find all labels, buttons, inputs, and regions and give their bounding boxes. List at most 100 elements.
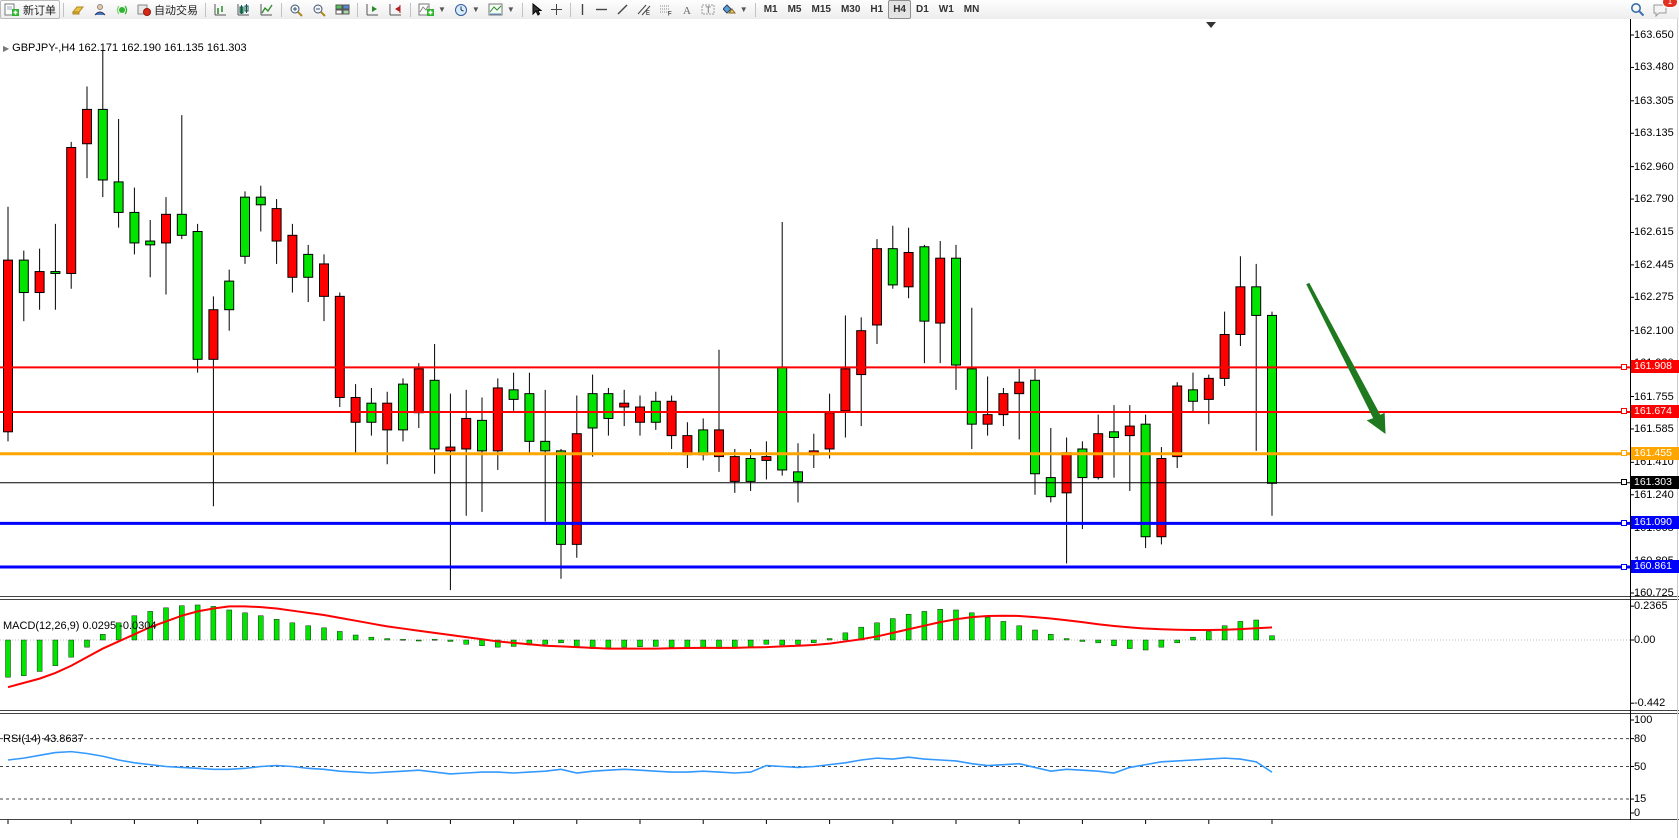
chevron-down-icon[interactable]: ▼ xyxy=(438,5,446,14)
periods-button[interactable]: ▼ xyxy=(450,0,484,19)
zoom-in-button[interactable] xyxy=(285,0,308,19)
macd-histogram-bar xyxy=(21,639,27,676)
candle-body xyxy=(1251,286,1262,316)
macd-histogram-bar xyxy=(400,639,406,641)
candle-body xyxy=(413,368,424,414)
market-watch-button[interactable] xyxy=(67,0,89,19)
chevron-down-icon[interactable]: ▼ xyxy=(739,5,748,14)
chart-shift-button[interactable] xyxy=(361,0,384,19)
bar-chart-button[interactable] xyxy=(209,0,232,19)
toolbar-separator xyxy=(205,2,206,17)
macd-histogram-bar xyxy=(1000,621,1007,641)
macd-histogram-bar xyxy=(431,639,438,641)
signals-button[interactable] xyxy=(111,0,133,19)
horizontal-line-button[interactable] xyxy=(591,0,612,19)
macd-histogram-bar xyxy=(984,616,991,641)
text-label-button[interactable]: T xyxy=(697,0,719,19)
macd-signal-line xyxy=(7,605,1273,689)
price-tick-label: 162.790 xyxy=(1634,193,1674,206)
hline-anchor-icon[interactable] xyxy=(1621,363,1627,370)
candlestick-chart-button[interactable] xyxy=(232,0,255,19)
rsi-indicator-label: RSI(14) 43.8637 xyxy=(3,733,84,745)
rsi-tick-label: 80 xyxy=(1634,732,1647,745)
one-click-trading-arrow-icon[interactable]: ▶ xyxy=(3,44,10,53)
chart-area[interactable]: ▶ GBPJPY-,H4 162.171 162.190 161.135 161.… xyxy=(0,19,1679,838)
timeframe-button-m1[interactable]: M1 xyxy=(763,4,778,15)
macd-histogram-bar xyxy=(700,639,706,648)
chart-canvas[interactable] xyxy=(0,19,1679,838)
hline-anchor-icon[interactable] xyxy=(1621,450,1627,457)
line-chart-button[interactable] xyxy=(255,0,278,19)
macd-histogram-bar xyxy=(937,609,943,641)
candle-body xyxy=(1156,458,1167,538)
timeframe-button-m15[interactable]: M15 xyxy=(811,4,831,15)
candle-body xyxy=(1124,425,1135,437)
macd-histogram-bar xyxy=(305,625,311,641)
cursor-icon xyxy=(530,3,542,16)
tile-windows-button[interactable] xyxy=(331,0,354,19)
trendline-button[interactable] xyxy=(612,0,633,19)
timeframe-button-h4[interactable]: H4 xyxy=(888,0,911,19)
linechart-icon xyxy=(259,3,274,16)
timeframe-button-mn[interactable]: MN xyxy=(963,4,980,15)
hline-price-tag: 161.455 xyxy=(1621,446,1679,460)
timeframe-button-w1[interactable]: W1 xyxy=(938,4,954,15)
clock-icon xyxy=(454,3,468,17)
vertical-line-button[interactable] xyxy=(574,0,591,19)
hline-anchor-icon[interactable] xyxy=(1621,563,1627,570)
templates-button[interactable]: ▼ xyxy=(484,0,519,19)
candle-body xyxy=(3,259,13,433)
candle-body xyxy=(34,271,45,294)
rsi-tick-label: 100 xyxy=(1634,714,1653,726)
hline-anchor-icon[interactable] xyxy=(1621,408,1627,415)
macd-histogram-bar xyxy=(479,639,485,646)
crosshair-button[interactable] xyxy=(546,0,567,19)
timeframe-button-d1[interactable]: D1 xyxy=(916,4,929,15)
shapes-button[interactable]: ▼ xyxy=(719,0,752,19)
cursor-button[interactable] xyxy=(526,0,546,19)
macd-histogram-bar xyxy=(668,639,675,648)
profiles-button[interactable] xyxy=(89,0,111,19)
auto-scroll-button[interactable] xyxy=(384,0,407,19)
candle-body xyxy=(1267,314,1277,484)
macd-histogram-bar xyxy=(1142,639,1149,651)
macd-histogram-bar xyxy=(463,639,469,645)
toolbar-separator xyxy=(521,2,523,17)
price-tick-label: 162.615 xyxy=(1634,226,1674,239)
candle-body xyxy=(1045,477,1056,498)
timeframe-button-m30[interactable]: M30 xyxy=(840,4,861,15)
macd-histogram-bar xyxy=(273,619,280,641)
timeframe-button-h1[interactable]: H1 xyxy=(870,4,884,15)
macd-histogram-bar xyxy=(905,614,912,641)
price-tick-label: 163.650 xyxy=(1634,29,1674,41)
channel-button[interactable]: E xyxy=(633,0,655,19)
timeframe-button-m5[interactable]: M5 xyxy=(787,4,802,15)
fibo-icon: F xyxy=(659,3,673,16)
price-tick-label: 163.305 xyxy=(1634,94,1674,107)
chevron-down-icon[interactable]: ▼ xyxy=(506,5,515,14)
candle-body xyxy=(319,263,329,297)
hline-anchor-icon[interactable] xyxy=(1621,479,1627,486)
zoom-out-button[interactable] xyxy=(308,0,331,19)
candle-body xyxy=(255,196,266,206)
down-arrow-object[interactable] xyxy=(1306,282,1386,435)
new-order-button[interactable]: 新订单 xyxy=(0,0,60,19)
symbol-ohlc-line: ▶ GBPJPY-,H4 162.171 162.190 161.135 161.… xyxy=(3,42,247,54)
candle-body xyxy=(872,248,882,326)
chevron-down-icon[interactable]: ▼ xyxy=(471,5,480,14)
toolbar-separator xyxy=(410,2,411,17)
auto-trading-button[interactable]: 自动交易 xyxy=(133,0,202,19)
hline-anchor-icon[interactable] xyxy=(1621,519,1627,526)
notifications-button[interactable]: 1 xyxy=(1649,0,1678,19)
fibonacci-button[interactable]: F xyxy=(655,0,677,19)
search-button[interactable] xyxy=(1626,0,1649,19)
macd-histogram-bar xyxy=(874,622,880,641)
text-button[interactable]: A xyxy=(677,0,697,19)
macd-histogram-bar xyxy=(637,639,643,648)
macd-histogram-bar xyxy=(495,639,501,648)
macd-histogram-bar xyxy=(684,639,691,649)
candle-body xyxy=(382,402,393,431)
chart-shift-marker-icon[interactable] xyxy=(1206,22,1216,28)
indicators-button[interactable]: ▼ xyxy=(414,0,450,19)
